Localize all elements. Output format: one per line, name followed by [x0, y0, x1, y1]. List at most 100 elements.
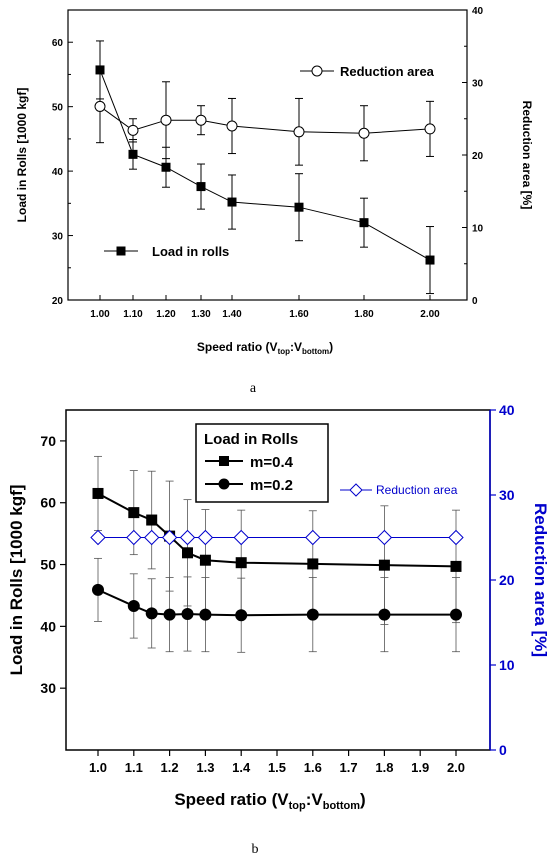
chart-a-caption: a — [250, 381, 257, 396]
a-y-left-tick-label: 40 — [52, 167, 64, 178]
b-x-tick-label: 1.2 — [161, 760, 179, 775]
b-data-point-2 — [376, 529, 393, 546]
b-data-point-1 — [92, 583, 104, 596]
chart-b-legend-title: Load in Rolls — [204, 431, 298, 448]
b-x-tick-label: 1.0 — [89, 760, 107, 775]
b-y-right-tick-label: 40 — [499, 402, 515, 418]
b-data-point-1 — [127, 599, 140, 612]
chart-a-series-lines — [99, 69, 431, 261]
chart-b-y-left-title: Load in Rolls [1000 kgf] — [7, 485, 26, 676]
b-y-right-tick-label: 0 — [499, 742, 507, 758]
b-data-point-0 — [128, 507, 140, 519]
a-x-tick-label: 1.60 — [289, 309, 309, 320]
b-data-point-1 — [235, 609, 248, 622]
b-data-point-1 — [450, 608, 462, 621]
a-y-right-tick-label: 0 — [472, 296, 478, 307]
b-data-point-1 — [199, 608, 212, 621]
chart-b-legend: Load in Rolls m=0.4 m=0.2 — [195, 423, 329, 503]
a-data-point-0 — [227, 197, 237, 207]
a-data-point-0 — [359, 218, 369, 228]
b-data-point-0 — [378, 559, 390, 571]
a-y-left-tick-label: 20 — [52, 296, 64, 307]
b-data-point-0 — [199, 554, 211, 566]
b-x-tick-label: 1.7 — [340, 760, 358, 775]
a-x-tick-label: 1.80 — [354, 309, 374, 320]
b-data-point-2 — [126, 529, 142, 546]
b-data-point-2 — [448, 529, 464, 546]
chart-a-x-title: Speed ratio (Vtop:Vbottom) — [197, 340, 333, 356]
b-x-tick-label: 1.5 — [268, 760, 286, 775]
a-data-point-1 — [293, 126, 305, 138]
chart-a-plot-frame — [67, 9, 468, 301]
legend-circle-open-marker — [311, 65, 323, 77]
a-data-point-0 — [161, 162, 171, 172]
chart-b-x-title: Speed ratio (Vtop:Vbottom) — [174, 790, 365, 812]
chart-b-y-right-title: Reduction area [%] — [531, 503, 550, 657]
a-y-right-tick-label: 30 — [472, 79, 484, 90]
b-data-point-0 — [235, 557, 247, 569]
chart-b-caption: b — [252, 842, 259, 857]
a-y-left-tick-label: 60 — [52, 38, 64, 49]
a-x-tick-label: 1.40 — [222, 309, 242, 320]
b-data-point-1 — [306, 608, 319, 621]
a-data-point-1 — [424, 123, 436, 135]
a-data-point-1 — [127, 124, 139, 136]
b-x-tick-label: 1.6 — [304, 760, 322, 775]
a-x-tick-label: 1.30 — [191, 309, 211, 320]
b-y-left-tick-label: 70 — [40, 433, 56, 449]
legend-label-load-in-rolls: Load in rolls — [152, 244, 229, 259]
a-x-tick-label: 2.00 — [420, 309, 440, 320]
chart-b-series-lines — [97, 492, 457, 617]
b-series-line-1 — [97, 588, 456, 617]
b-data-point-0 — [450, 560, 462, 572]
chart-b-markers — [90, 487, 464, 622]
b-data-point-0 — [307, 558, 319, 570]
b-x-tick-label: 1.4 — [232, 760, 251, 775]
b-y-left-tick-label: 50 — [40, 557, 56, 573]
chart-b-legend-box — [195, 423, 329, 503]
b-x-tick-label: 2.0 — [447, 760, 465, 775]
b-data-point-2 — [161, 529, 178, 546]
a-data-point-0 — [196, 182, 206, 192]
a-x-tick-label: 1.00 — [90, 309, 110, 320]
b-y-right-tick-label: 30 — [499, 487, 515, 503]
legend-diamond-open-marker — [349, 483, 363, 497]
b-data-point-0 — [182, 547, 193, 559]
a-data-point-0 — [95, 65, 105, 75]
chart-b-legend-reduction: Reduction area — [340, 483, 458, 497]
a-series-line-1 — [99, 106, 431, 134]
a-y-left-tick-label: 30 — [52, 232, 64, 243]
b-x-tick-label: 1.9 — [411, 760, 429, 775]
b-series-line-0 — [97, 492, 457, 568]
b-data-point-2 — [90, 529, 106, 546]
chart-a-markers — [94, 65, 436, 265]
a-y-left-tick-label: 50 — [52, 103, 64, 114]
a-y-right-tick-label: 20 — [472, 151, 484, 162]
legend-label-reduction-area-b: Reduction area — [376, 483, 458, 497]
a-x-tick-label: 1.10 — [123, 309, 143, 320]
a-data-point-0 — [294, 202, 304, 212]
b-x-tick-label: 1.3 — [196, 760, 214, 775]
b-data-point-1 — [378, 608, 391, 621]
legend-square-marker — [116, 246, 126, 256]
b-y-left-tick-label: 30 — [40, 680, 56, 696]
chart-a-ticks: 1.00 1.10 1.20 1.30 1.40 1.60 1.80 2.00 20 30 40 50… — [52, 6, 484, 320]
chart-a-y-right-title: Reduction area [%] — [520, 101, 534, 210]
a-data-point-1 — [160, 114, 172, 126]
b-data-point-1 — [163, 608, 176, 621]
b-y-left-tick-label: 40 — [40, 618, 56, 634]
b-data-point-0 — [92, 487, 104, 499]
legend-label-m04: m=0.4 — [250, 454, 294, 471]
a-data-point-1 — [195, 114, 207, 126]
legend-square-marker — [219, 456, 229, 466]
chart-b-ticks: 1.0 1.1 1.2 1.3 1.4 1.5 1.6 1.7 1.8 1.9 2.0 30 40 50 6… — [40, 402, 514, 775]
b-data-point-2 — [197, 529, 214, 546]
a-data-point-1 — [358, 127, 370, 139]
legend-label-reduction-area: Reduction area — [340, 64, 435, 79]
a-x-tick-label: 1.20 — [156, 309, 176, 320]
chart-a-legend-load: Load in rolls — [104, 244, 229, 259]
chart-a: 1.00 1.10 1.20 1.30 1.40 1.60 1.80 2.00 20 30 40 50… — [15, 6, 534, 396]
a-data-point-0 — [425, 255, 435, 265]
b-data-point-2 — [143, 529, 160, 546]
chart-a-y-left-title: Load in Rolls [1000 kgf] — [15, 88, 29, 223]
